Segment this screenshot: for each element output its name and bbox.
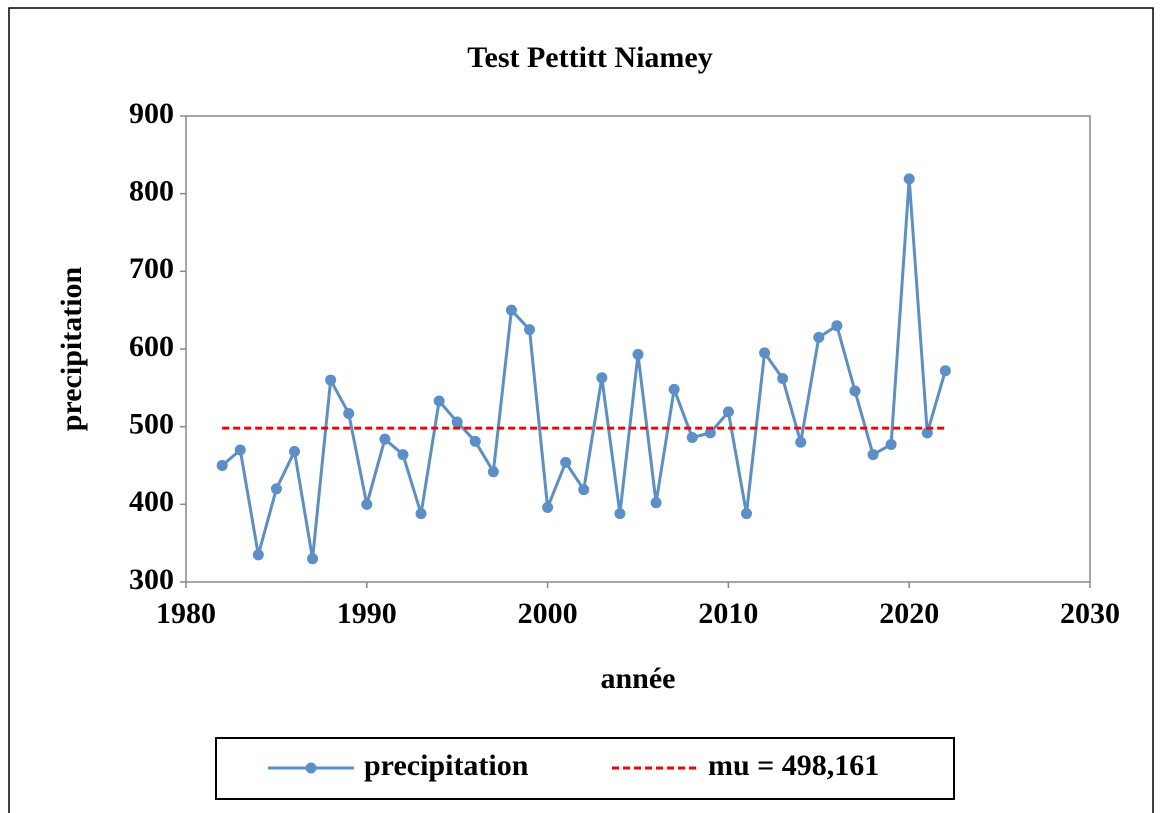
data-point (939, 365, 951, 377)
data-point (849, 385, 861, 397)
data-point (379, 433, 391, 445)
data-point (542, 501, 554, 513)
data-point (921, 427, 933, 439)
data-point (704, 427, 716, 439)
data-point (795, 436, 807, 448)
data-point (216, 460, 228, 471)
data-point (451, 416, 463, 428)
data-point (813, 331, 825, 343)
legend-label: precipitation (364, 749, 529, 782)
data-point (325, 374, 337, 386)
data-point (777, 373, 789, 385)
y-tick-label: 500 (129, 408, 174, 441)
x-tick-label: 2000 (518, 597, 578, 630)
y-tick-label: 800 (129, 175, 174, 208)
data-point (288, 446, 300, 458)
data-point (343, 407, 355, 419)
data-point (885, 439, 897, 451)
data-point (469, 435, 481, 447)
data-point (270, 483, 282, 495)
legend-label: mu = 498,161 (708, 749, 879, 782)
data-point (307, 553, 319, 565)
data-point (578, 484, 590, 496)
data-point (668, 383, 680, 395)
x-tick-label: 2020 (879, 597, 939, 630)
legend-marker (305, 762, 317, 774)
chart-title: Test Pettitt Niamey (467, 41, 712, 74)
data-point (524, 324, 536, 336)
data-point (686, 432, 698, 444)
y-tick-label: 700 (129, 252, 174, 285)
data-point (903, 173, 915, 185)
data-point (361, 498, 373, 510)
data-point (650, 497, 662, 509)
x-tick-label: 2030 (1060, 597, 1120, 630)
data-point (831, 320, 843, 332)
data-point (722, 406, 734, 418)
data-point (487, 466, 499, 478)
data-point (867, 449, 879, 461)
data-point (632, 348, 644, 360)
y-tick-label: 400 (129, 485, 174, 518)
data-point (252, 549, 264, 561)
data-point (596, 372, 608, 384)
data-point (505, 304, 517, 316)
data-point (397, 449, 409, 461)
data-point (234, 444, 246, 456)
y-tick-label: 600 (129, 330, 174, 363)
data-point (614, 508, 626, 520)
x-tick-label: 1990 (337, 597, 397, 630)
data-point (415, 508, 427, 520)
data-point (560, 456, 572, 468)
x-tick-label: 2010 (698, 597, 758, 630)
chart-border (8, 7, 1154, 813)
y-tick-label: 900 (129, 97, 174, 130)
data-point (740, 508, 752, 520)
x-axis-label: année (601, 662, 676, 695)
y-tick-label: 300 (129, 563, 174, 596)
data-point (759, 347, 771, 359)
series-line (221, 178, 947, 559)
y-axis-label: precipitation (55, 266, 88, 431)
data-point (433, 395, 445, 407)
x-tick-label: 1980 (156, 597, 216, 630)
